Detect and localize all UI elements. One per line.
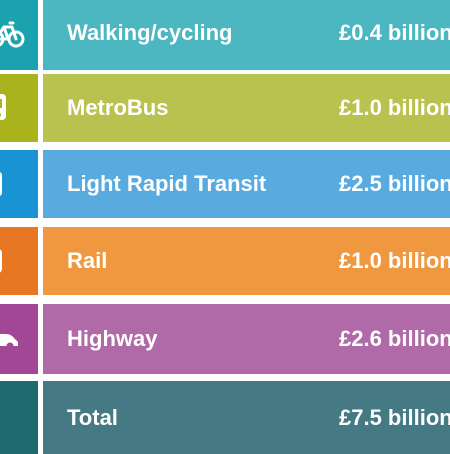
tram-icon (0, 172, 2, 196)
row-label: Rail (67, 248, 108, 273)
row-walking-cycling: Walking/cycling £0.4 billion (0, 0, 450, 70)
row-amount: £0.4 billion (339, 20, 450, 45)
row-highway: Highway £2.6 billion (0, 304, 450, 374)
row-light-rapid-transit: Light Rapid Transit £2.5 billion (0, 150, 450, 218)
row-amount: £2.6 billion (339, 326, 450, 351)
row-rail: Rail £1.0 billion (0, 227, 450, 295)
train-icon (0, 249, 2, 273)
row-label: MetroBus (67, 95, 169, 120)
row-total: Total £7.5 billion (0, 381, 450, 454)
row-label: Highway (67, 326, 158, 351)
row-amount: £2.5 billion (339, 171, 450, 196)
row-icon-cell (0, 227, 38, 295)
row-label: Total (67, 404, 118, 430)
car-icon (0, 334, 18, 350)
row-bar: Total £7.5 billion (43, 381, 450, 454)
row-amount: £1.0 billion (339, 95, 450, 120)
row-amount: £1.0 billion (339, 248, 450, 273)
row-bar: Light Rapid Transit £2.5 billion (43, 150, 450, 218)
row-metrobus: MetroBus £1.0 billion (0, 74, 450, 142)
row-icon-cell (0, 381, 38, 454)
row-icon-cell (0, 0, 38, 70)
row-icon-cell (0, 74, 38, 142)
row-bar: Rail £1.0 billion (43, 227, 450, 295)
row-bar: MetroBus £1.0 billion (43, 74, 450, 142)
row-icon-cell (0, 150, 38, 218)
row-bar: Walking/cycling £0.4 billion (43, 0, 450, 70)
row-bar: Highway £2.6 billion (43, 304, 450, 374)
row-label: Walking/cycling (67, 20, 233, 45)
bicycle-icon (0, 21, 25, 48)
bus-icon (0, 94, 6, 120)
row-icon-cell (0, 304, 38, 374)
row-label: Light Rapid Transit (67, 171, 267, 196)
row-amount: £7.5 billion (339, 404, 450, 430)
